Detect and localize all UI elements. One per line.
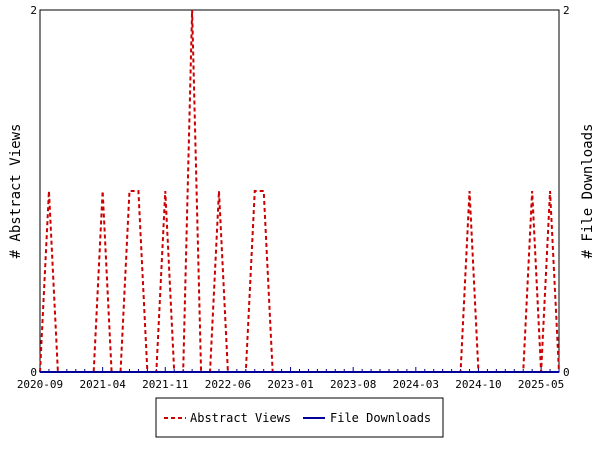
x-tick-label: 2022-06 xyxy=(205,378,251,391)
legend: Abstract Views File Downloads xyxy=(155,397,444,438)
y-right-axis-title: # File Downloads xyxy=(580,124,596,259)
x-tick-label: 2024-10 xyxy=(455,378,501,391)
plot-frame xyxy=(39,9,560,373)
x-tick-label: 2023-08 xyxy=(330,378,376,391)
y-left-tick-top: 2 xyxy=(30,4,37,17)
x-tick-label: 2025-05 xyxy=(518,378,564,391)
y-right-tick-top: 2 xyxy=(563,4,570,17)
series-line-abstract-views xyxy=(39,9,560,373)
x-tick-label: 2021-11 xyxy=(142,378,188,391)
x-tick-label: 2023-01 xyxy=(267,378,313,391)
y-left-axis-title: # Abstract Views xyxy=(8,124,24,259)
x-tick-labels: 2020-09 2021-04 2021-11 2022-06 2023-01 2023-… xyxy=(17,378,564,391)
y-left-tick-bottom: 0 xyxy=(30,366,37,379)
x-tick-label: 2021-04 xyxy=(79,378,126,391)
legend-label-abstract-views: Abstract Views xyxy=(190,411,291,425)
x-tick-label: 2024-03 xyxy=(393,378,439,391)
legend-box xyxy=(155,397,444,438)
y-right-tick-bottom: 0 xyxy=(563,366,570,379)
series-lines xyxy=(39,9,560,373)
x-tick-label: 2020-09 xyxy=(17,378,63,391)
legend-label-file-downloads: File Downloads xyxy=(330,411,431,425)
